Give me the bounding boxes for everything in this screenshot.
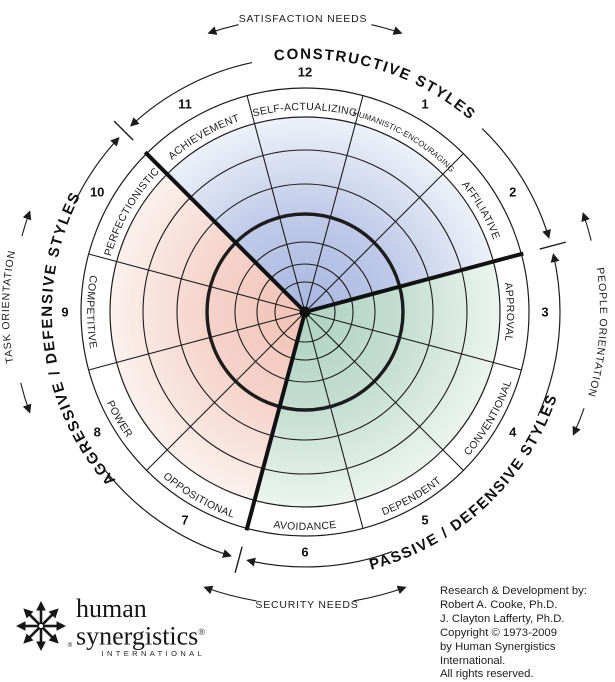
satisfaction-arrow-right	[371, 24, 403, 35]
ring-3	[234, 241, 376, 383]
ring-1	[274, 281, 336, 343]
security-arrow-right	[353, 585, 407, 602]
number-5: 5	[421, 512, 428, 527]
credits-line: by Human Synergistics International.	[440, 640, 556, 667]
satisfaction-needs-label: SATISFACTION NEEDS	[239, 13, 368, 25]
ring-2	[256, 263, 354, 361]
number-6: 6	[301, 545, 308, 560]
ring-6	[142, 149, 468, 475]
number-3: 3	[541, 305, 548, 320]
credits-block: Research & Development by: Robert A. Coo…	[440, 585, 612, 682]
credits-line: Robert A. Cooke, Ph.D.	[440, 598, 558, 611]
logo-word-human: human	[76, 594, 147, 624]
outer-circle	[73, 62, 566, 573]
people-arrow-down	[572, 408, 585, 436]
ring-label-band-inner	[109, 116, 501, 508]
people-orientation-label: PEOPLE ORIENTATION	[585, 267, 609, 399]
task-orientation-label: TASK ORIENTATION	[0, 249, 18, 364]
ring-5	[176, 183, 434, 441]
number-11: 11	[178, 97, 192, 112]
segment-spokes	[88, 95, 522, 529]
number-12: 12	[298, 65, 312, 80]
ring-median-thick	[205, 212, 405, 412]
registered-mark-star: ®	[67, 643, 72, 649]
label-competitive: COMPETITIVE	[84, 274, 99, 349]
number-2: 2	[509, 185, 516, 200]
number-4: 4	[509, 425, 517, 440]
satisfaction-arrow-left	[207, 24, 239, 35]
task-arrow-up	[21, 210, 32, 237]
label-approval: APPROVAL	[502, 282, 516, 342]
security-arrow-left	[203, 585, 257, 602]
concentric-rings	[80, 87, 530, 537]
human-synergistics-logo: ® human synergistics® INTERNATIONAL	[12, 594, 206, 659]
cluster-boundaries	[143, 150, 524, 531]
tick-boundary-6-7	[234, 546, 243, 573]
logo-subtitle-international: INTERNATIONAL	[101, 648, 206, 658]
segment-numbers: 1 2 3 4 5 6 7 8 9 10 11 12	[61, 65, 548, 560]
boundary-constructive-passive	[304, 251, 524, 314]
sector-constructive	[167, 116, 494, 312]
sector-aggressive-defensive	[109, 174, 306, 501]
logo-wordmark: human synergistics® INTERNATIONAL	[76, 594, 206, 659]
tick-boundary-2-3	[539, 241, 566, 250]
number-10: 10	[90, 185, 104, 200]
logo-star-icon: ®	[12, 597, 72, 659]
credits-line: Copyright © 1973-2009	[440, 626, 557, 639]
number-7: 7	[181, 512, 188, 527]
tick-boundary-10-11	[113, 120, 134, 141]
people-arrow-up	[581, 212, 592, 241]
cluster-name-aggressive-defensive: AGGRESSIVE / DEFENSIVE STYLES	[39, 189, 119, 489]
security-needs-label: SECURITY NEEDS	[255, 599, 358, 611]
registered-mark: ®	[198, 627, 206, 638]
credits-line: All rights reserved.	[440, 668, 534, 681]
center-dot	[299, 306, 311, 318]
number-8: 8	[94, 425, 101, 440]
boundary-aggressive-constructive	[143, 150, 307, 314]
credits-line: J. Clayton Lafferty, Ph.D.	[440, 612, 565, 625]
task-arrow-down	[20, 382, 32, 414]
label-avoidance: AVOIDANCE	[273, 519, 337, 533]
credits-line: Research & Development by:	[440, 585, 587, 597]
number-1: 1	[421, 97, 428, 112]
number-9: 9	[61, 305, 68, 320]
ring-label-band-outer	[80, 87, 530, 537]
boundary-passive-aggressive	[244, 311, 307, 531]
logo-word-synergistics: synergistics®	[76, 621, 206, 651]
